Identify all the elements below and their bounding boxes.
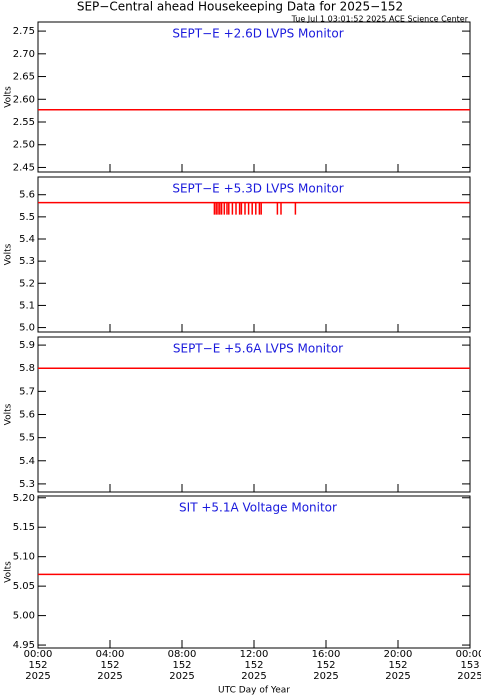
y-tick-label: 2.50	[13, 140, 35, 151]
y-tick-label: 4.95	[13, 640, 35, 651]
y-tick-label: 5.4	[19, 456, 35, 467]
x-tick-label: 20:00	[384, 649, 413, 660]
x-tick-day: 152	[100, 660, 119, 671]
x-tick-year: 2025	[313, 671, 338, 682]
x-tick-year: 2025	[97, 671, 122, 682]
x-tick-day: 152	[244, 660, 263, 671]
x-tick-label: 00:00	[24, 649, 53, 660]
y-tick-label: 5.05	[13, 581, 35, 592]
y-tick-label: 5.00	[13, 611, 35, 622]
x-tick-day: 153	[460, 660, 479, 671]
x-axis-label: UTC Day of Year	[218, 686, 290, 696]
y-tick-label: 5.3	[19, 479, 35, 490]
y-tick-label: 2.75	[13, 26, 35, 37]
y-tick-label: 2.70	[13, 49, 35, 60]
x-tick-day: 152	[316, 660, 335, 671]
x-tick-year: 2025	[25, 671, 50, 682]
chart-title: SEP−Central ahead Housekeeping Data for …	[77, 0, 403, 14]
x-tick-label: 00:00	[456, 649, 481, 660]
y-tick-label: 5.0	[19, 323, 35, 334]
y-tick-label: 5.5	[19, 212, 35, 223]
y-axis-label: Volts	[4, 403, 14, 425]
y-tick-label: 5.10	[13, 552, 35, 563]
y-tick-label: 5.6	[19, 190, 35, 201]
y-tick-label: 5.4	[19, 234, 35, 245]
x-tick-year: 2025	[457, 671, 481, 682]
y-tick-label: 5.1	[19, 300, 35, 311]
x-tick-label: 04:00	[96, 649, 125, 660]
y-axis-label: Volts	[4, 243, 14, 265]
x-tick-day: 152	[28, 660, 47, 671]
x-tick-year: 2025	[169, 671, 194, 682]
y-axis-label: Volts	[4, 561, 14, 583]
x-tick-year: 2025	[385, 671, 410, 682]
chart-subtitle: Tue Jul 1 03:01:52 2025 ACE Science Cent…	[291, 15, 469, 24]
y-tick-label: 5.7	[19, 386, 35, 397]
y-tick-label: 2.55	[13, 117, 35, 128]
y-tick-label: 5.8	[19, 363, 35, 374]
x-tick-day: 152	[172, 660, 191, 671]
y-axis-label: Volts	[4, 86, 14, 108]
y-tick-label: 2.65	[13, 72, 35, 83]
x-tick-year: 2025	[241, 671, 266, 682]
y-tick-label: 5.15	[13, 522, 35, 533]
x-tick-day: 152	[388, 660, 407, 671]
y-tick-label: 2.60	[13, 94, 35, 105]
y-tick-label: 5.6	[19, 410, 35, 421]
y-tick-label: 2.45	[13, 162, 35, 173]
y-tick-label: 5.2	[19, 278, 35, 289]
x-tick-label: 16:00	[312, 649, 341, 660]
panel-title: SEPT−E +2.6D LVPS Monitor	[172, 27, 343, 41]
y-tick-label: 5.5	[19, 433, 35, 444]
x-tick-label: 08:00	[168, 649, 197, 660]
y-tick-label: 5.9	[19, 340, 35, 351]
x-tick-label: 12:00	[240, 649, 269, 660]
panel-title: SIT +5.1A Voltage Monitor	[179, 501, 337, 515]
panel-title: SEPT−E +5.3D LVPS Monitor	[172, 182, 343, 196]
panel-title: SEPT−E +5.6A LVPS Monitor	[173, 342, 343, 356]
y-tick-label: 5.20	[13, 493, 35, 504]
y-tick-label: 5.3	[19, 256, 35, 267]
